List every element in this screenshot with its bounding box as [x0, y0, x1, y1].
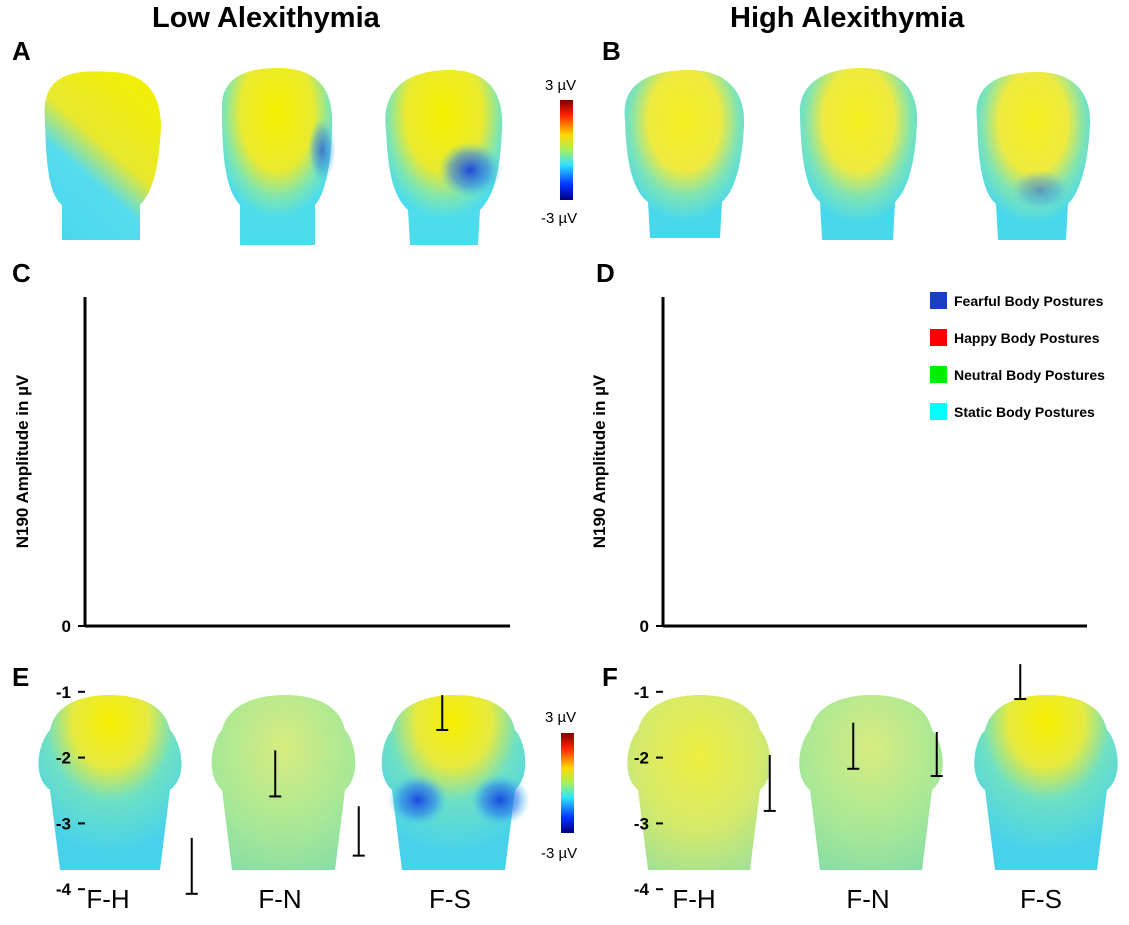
colorbar-bottom-min-label: -3 µV	[541, 845, 577, 862]
colorbar-top-min-label: -3 µV	[541, 210, 577, 227]
y-tick-label: -4	[56, 880, 72, 899]
topomap-high-f-s	[974, 695, 1118, 870]
legend-label: Fearful Body Postures	[954, 293, 1104, 309]
legend-label: Happy Body Postures	[954, 330, 1100, 346]
legend-label: Neutral Body Postures	[954, 367, 1105, 383]
colorbar-bottom	[561, 733, 574, 833]
y-tick-label: 0	[640, 617, 649, 636]
y-axis-label: N190 Amplitude in µV	[590, 374, 609, 548]
y-tick-label: -4	[634, 880, 650, 899]
topomap-low-fearful	[44, 71, 161, 240]
topomap-low-f-s	[381, 695, 530, 870]
topomap-high-happy	[799, 68, 918, 240]
legend-label: Static Body Postures	[954, 404, 1095, 420]
colorbar-top	[560, 100, 573, 200]
condition-label-f-n-right: F-N	[846, 884, 890, 914]
y-tick-label: -2	[56, 749, 71, 768]
panel-label-d: D	[596, 258, 615, 288]
panel-label-a: A	[12, 36, 31, 66]
topomap-low-neutral	[385, 70, 503, 245]
y-tick-label: -2	[634, 749, 649, 768]
panel-label-e: E	[12, 662, 30, 692]
topomap-low-f-n	[211, 695, 356, 870]
legend-swatch	[930, 329, 947, 346]
y-tick-label: -3	[634, 814, 649, 833]
y-tick-label: -1	[56, 683, 71, 702]
panel-label-c: C	[12, 258, 31, 288]
bar-chart-c: 0-1-2-3-4-5N190 Amplitude in µV	[13, 297, 510, 899]
condition-label-f-h-right: F-H	[672, 884, 716, 914]
y-tick-label: -3	[56, 814, 71, 833]
condition-label-f-s-right: F-S	[1020, 884, 1062, 914]
title-high-alexithymia: High Alexithymia	[730, 2, 965, 34]
legend-swatch	[930, 292, 947, 309]
legend-swatch	[930, 366, 947, 383]
y-tick-label: 0	[62, 617, 71, 636]
topomap-high-f-h	[627, 695, 771, 870]
condition-label-f-s-left: F-S	[429, 884, 471, 914]
y-axis-label: N190 Amplitude in µV	[13, 374, 32, 548]
topomap-low-happy	[221, 68, 336, 245]
colorbar-top-max-label: 3 µV	[545, 77, 576, 94]
condition-label-f-h-left: F-H	[86, 884, 130, 914]
panel-label-f: F	[602, 662, 618, 692]
condition-label-f-n-left: F-N	[258, 884, 302, 914]
topomap-low-f-h	[38, 695, 182, 870]
topomap-high-fearful	[624, 70, 745, 238]
topomap-high-f-n	[799, 695, 943, 870]
legend-swatch	[930, 403, 947, 420]
y-tick-label: -1	[634, 683, 649, 702]
topomap-high-neutral	[976, 72, 1091, 240]
title-low-alexithymia: Low Alexithymia	[152, 2, 380, 34]
colorbar-bottom-max-label: 3 µV	[545, 709, 576, 726]
panel-label-b: B	[602, 36, 621, 66]
